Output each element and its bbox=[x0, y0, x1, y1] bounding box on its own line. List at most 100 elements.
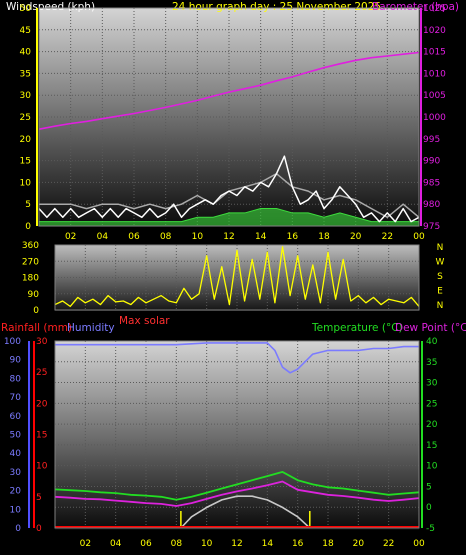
windspeed-axis-title: Windspeed (kph) bbox=[6, 1, 95, 13]
x-tick-label: 10 bbox=[201, 539, 213, 549]
dewpoint-axis-title: Dew Point (°C) bbox=[395, 322, 466, 334]
x-tick-label: 16 bbox=[287, 232, 299, 242]
compass-label: E bbox=[437, 287, 443, 297]
temperature-y-tick-label: 15 bbox=[426, 441, 437, 451]
direction-y-tick-label: 0 bbox=[33, 306, 39, 316]
x-tick-label: 14 bbox=[255, 232, 267, 242]
humidity-y-tick-label: 0 bbox=[15, 524, 21, 534]
wind-y-tick-label: 10 bbox=[20, 178, 32, 188]
humidity-y-tick-label: 80 bbox=[10, 374, 22, 384]
direction-y-tick-label: 180 bbox=[22, 274, 39, 284]
compass-label: W bbox=[436, 258, 445, 268]
barometer-y-tick-label: 985 bbox=[423, 178, 440, 188]
wind-y-tick-label: 30 bbox=[20, 91, 32, 101]
compass-label: N bbox=[437, 243, 444, 253]
x-tick-label: 12 bbox=[223, 232, 234, 242]
humidity-axis-title: Humidity bbox=[67, 322, 115, 334]
x-tick-label: 04 bbox=[97, 232, 109, 242]
x-tick-label: 02 bbox=[80, 539, 91, 549]
humidity-y-tick-label: 30 bbox=[10, 468, 22, 478]
wind-direction-line bbox=[54, 246, 420, 308]
dewpoint-line bbox=[54, 480, 420, 507]
humidity-y-tick-label: 60 bbox=[10, 412, 22, 422]
humidity-y-tick-label: 40 bbox=[10, 449, 22, 459]
humidity-y-tick-label: 90 bbox=[10, 356, 22, 366]
temperature-panel-frame bbox=[54, 340, 420, 529]
x-tick-label: 08 bbox=[160, 232, 172, 242]
wind-y-tick-label: 25 bbox=[20, 113, 31, 123]
wind-y-tick-label: 40 bbox=[20, 48, 32, 58]
barometer-line bbox=[38, 51, 420, 130]
x-tick-label: 02 bbox=[65, 232, 76, 242]
barometer-axis-title: Barometer (hpa) bbox=[372, 1, 459, 13]
rain-y-tick-label: 20 bbox=[36, 399, 48, 409]
temperature-y-tick-label: 20 bbox=[426, 420, 438, 430]
wind-y-tick-label: 35 bbox=[20, 69, 31, 79]
temperature-panel-bg bbox=[55, 341, 419, 530]
x-tick-label: 06 bbox=[140, 539, 152, 549]
x-tick-label: 08 bbox=[171, 539, 183, 549]
rain-y-tick-label: 25 bbox=[36, 368, 47, 378]
temperature-y-tick-label: 0 bbox=[426, 503, 432, 513]
x-tick-label: 06 bbox=[128, 232, 140, 242]
temperature-axis-title: Temperature (°C) bbox=[311, 322, 403, 334]
temperature-line bbox=[54, 470, 420, 501]
rain-y-tick-label: 30 bbox=[36, 337, 48, 347]
humidity-y-tick-label: 10 bbox=[10, 505, 22, 515]
chart-title: 24 hour graph day : 25 November 2025 bbox=[172, 1, 381, 13]
barometer-y-tick-label: 990 bbox=[423, 157, 440, 167]
barometer-y-tick-label: 1000 bbox=[423, 113, 446, 123]
temperature-y-tick-label: 40 bbox=[426, 337, 438, 347]
x-tick-label: 22 bbox=[382, 232, 393, 242]
wind-y-tick-label: 0 bbox=[25, 222, 31, 232]
barometer-y-tick-label: 980 bbox=[423, 200, 440, 210]
rain-y-tick-label: 15 bbox=[36, 431, 47, 441]
x-tick-label: 14 bbox=[262, 539, 274, 549]
wind-y-tick-label: 15 bbox=[20, 157, 31, 167]
windspeed-line bbox=[38, 155, 420, 223]
humidity-line bbox=[55, 342, 419, 374]
barometer-y-tick-label: 1010 bbox=[423, 69, 446, 79]
temperature-y-tick-label: 30 bbox=[426, 379, 438, 389]
temperature-y-tick-label: 25 bbox=[426, 399, 437, 409]
rain-y-tick-label: 0 bbox=[36, 524, 42, 534]
barometer-y-tick-label: 975 bbox=[423, 222, 440, 232]
temperature-y-tick-label: 10 bbox=[426, 462, 438, 472]
x-tick-label: 18 bbox=[322, 539, 334, 549]
x-tick-label: 20 bbox=[353, 539, 365, 549]
humidity-y-tick-label: 50 bbox=[10, 431, 22, 441]
humidity-y-tick-label: 70 bbox=[10, 393, 22, 403]
barometer-y-tick-label: 995 bbox=[423, 135, 440, 145]
compass-label: S bbox=[437, 272, 443, 282]
temperature-y-tick-label: 5 bbox=[426, 482, 432, 492]
barometer-y-tick-label: 1015 bbox=[423, 48, 446, 58]
x-tick-label: 00 bbox=[413, 232, 425, 242]
max-solar-curve bbox=[180, 495, 311, 529]
temperature-y-tick-label: -5 bbox=[426, 524, 435, 534]
max-solar-label: Max solar bbox=[119, 315, 170, 327]
wind-y-tick-label: 20 bbox=[20, 135, 32, 145]
direction-y-tick-label: 90 bbox=[28, 290, 40, 300]
direction-y-tick-label: 360 bbox=[22, 241, 39, 251]
rainfall-axis-title: Rainfall (mm) bbox=[1, 322, 72, 334]
wind-y-tick-label: 5 bbox=[25, 200, 31, 210]
x-tick-label: 16 bbox=[292, 539, 304, 549]
barometer-y-tick-label: 1020 bbox=[423, 26, 446, 36]
rain-y-tick-label: 5 bbox=[36, 493, 42, 503]
wind-y-tick-label: 50 bbox=[20, 4, 32, 14]
wind-panel-frame bbox=[38, 7, 420, 227]
x-tick-label: 18 bbox=[318, 232, 330, 242]
x-tick-label: 12 bbox=[231, 539, 242, 549]
x-tick-label: 00 bbox=[413, 539, 425, 549]
x-tick-label: 04 bbox=[110, 539, 122, 549]
temperature-y-tick-label: 35 bbox=[426, 358, 437, 368]
x-tick-label: 10 bbox=[192, 232, 204, 242]
direction-y-tick-label: 270 bbox=[22, 257, 39, 267]
barometer-y-tick-label: 1005 bbox=[423, 91, 446, 101]
compass-label: N bbox=[437, 301, 444, 311]
direction-panel-frame bbox=[54, 244, 420, 311]
humidity-y-tick-label: 100 bbox=[4, 337, 21, 347]
wind-y-tick-label: 45 bbox=[20, 26, 31, 36]
